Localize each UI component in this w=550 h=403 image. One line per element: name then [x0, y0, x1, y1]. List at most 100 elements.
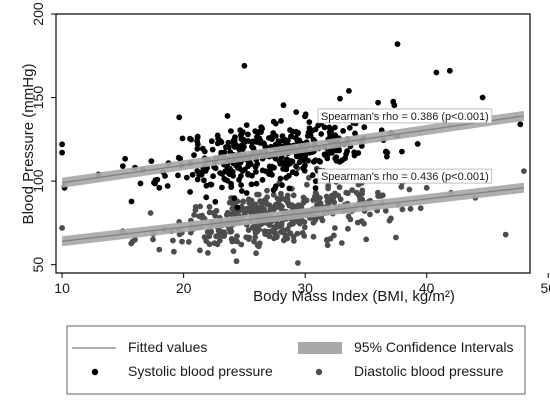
- diastolic-point: [238, 241, 245, 248]
- diastolic-point: [315, 198, 322, 204]
- systolic-point: [223, 144, 229, 151]
- systolic-point: [352, 130, 358, 137]
- diastolic-point: [278, 221, 285, 227]
- legend: Fitted values 95% Confidence Intervals S…: [66, 325, 526, 395]
- systolic-point: [207, 181, 214, 188]
- diastolic-point: [299, 229, 306, 236]
- systolic-point: [228, 128, 234, 135]
- systolic-point: [256, 135, 263, 142]
- systolic-point: [224, 177, 231, 184]
- diastolic-point: [399, 206, 406, 213]
- systolic-point: [254, 161, 261, 167]
- systolic-annotation-box: [317, 108, 493, 124]
- systolic-point: [446, 67, 453, 74]
- systolic-point: [243, 190, 250, 196]
- diastolic-point: [272, 201, 279, 208]
- diastolic-point: [358, 218, 365, 225]
- systolic-point: [318, 131, 325, 137]
- systolic-point: [243, 122, 250, 128]
- diastolic-point: [310, 233, 317, 240]
- diastolic-point: [323, 193, 330, 200]
- plot-area: Spearman's rho = 0.386 (p<0.001) Spearman…: [30, 2, 550, 296]
- diastolic-point: [156, 246, 163, 253]
- systolic-point: [238, 188, 245, 194]
- systolic-point: [253, 180, 260, 187]
- diastolic-point: [367, 211, 373, 218]
- systolic-point: [383, 148, 389, 155]
- diastolic-point: [417, 205, 424, 212]
- systolic-point: [201, 148, 208, 155]
- diastolic-point: [249, 202, 256, 209]
- systolic-point: [164, 183, 171, 189]
- systolic-point: [225, 169, 232, 176]
- diastolic-point: [170, 237, 176, 244]
- diastolic-point: [382, 207, 389, 214]
- diastolic-point: [207, 229, 214, 236]
- diastolic-point: [262, 231, 268, 238]
- systolic-point: [219, 184, 225, 191]
- systolic-point: [342, 155, 348, 162]
- legend-systolic-label: Systolic blood pressure: [128, 363, 273, 379]
- diastolic-point: [246, 234, 253, 241]
- systolic-point: [194, 145, 201, 152]
- diastolic-point: [233, 258, 240, 265]
- systolic-point: [288, 133, 294, 140]
- diastolic-point: [228, 228, 235, 235]
- diastolic-point: [310, 197, 317, 204]
- systolic-point: [196, 172, 203, 179]
- systolic-point: [212, 165, 219, 172]
- diastolic-point: [254, 191, 260, 198]
- systolic-point: [337, 95, 343, 102]
- diastolic-point: [269, 206, 276, 213]
- systolic-point: [272, 120, 279, 127]
- diastolic-point: [203, 238, 210, 245]
- systolic-point: [283, 166, 290, 173]
- diastolic-point: [290, 233, 297, 240]
- systolic-point: [312, 178, 319, 185]
- systolic-point: [322, 152, 328, 159]
- diastolic-point: [363, 236, 370, 243]
- diastolic-point: [264, 187, 270, 194]
- diastolic-point: [253, 250, 259, 257]
- systolic-point: [279, 182, 285, 189]
- diastolic-point: [274, 195, 281, 202]
- systolic-point: [289, 158, 296, 165]
- diastolic-point: [205, 250, 211, 256]
- y-tick-label: 200: [30, 2, 46, 26]
- diastolic-point: [331, 232, 337, 239]
- systolic-point: [293, 170, 300, 177]
- systolic-point: [394, 41, 401, 47]
- diastolic-point: [179, 238, 185, 245]
- x-tick-label: 40: [419, 280, 435, 296]
- systolic-point: [399, 148, 405, 155]
- systolic-point: [278, 118, 284, 124]
- diastolic-point: [284, 196, 291, 203]
- systolic-point: [248, 181, 255, 188]
- diastolic-point: [332, 190, 338, 197]
- diastolic-point: [229, 205, 236, 212]
- systolic-point: [224, 113, 231, 119]
- diastolic-point: [240, 199, 246, 205]
- diastolic-point: [393, 234, 399, 241]
- legend-diastolic-label: Diastolic blood pressure: [354, 363, 504, 379]
- systolic-point: [214, 132, 221, 139]
- systolic-point: [156, 184, 163, 191]
- systolic-spearman-annotation: Spearman's rho = 0.386 (p<0.001): [321, 111, 489, 123]
- systolic-point: [375, 99, 381, 106]
- diastolic-point: [324, 242, 331, 249]
- systolic-point: [119, 163, 126, 170]
- systolic-point: [306, 119, 313, 125]
- systolic-point: [293, 135, 299, 142]
- diastolic-point: [278, 190, 284, 197]
- systolic-point: [384, 153, 390, 160]
- systolic-point: [282, 138, 289, 145]
- systolic-point: [236, 145, 242, 152]
- diastolic-point: [312, 189, 319, 196]
- systolic-point: [203, 194, 210, 201]
- systolic-point: [283, 174, 290, 181]
- diastolic-point: [196, 213, 203, 220]
- systolic-point: [309, 172, 316, 179]
- systolic-point: [212, 198, 219, 205]
- x-tick-label: 20: [176, 280, 192, 296]
- systolic-point: [302, 111, 309, 118]
